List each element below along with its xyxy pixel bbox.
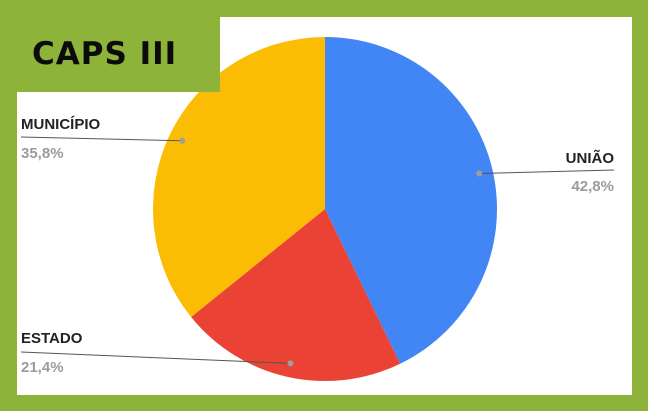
title-tab: CAPS III (17, 17, 220, 92)
pie-slice-municipio[interactable] (152, 36, 325, 317)
pie-slices (152, 36, 497, 382)
slice-value-estado: 21,4% (21, 359, 64, 376)
leader-line-uniao (479, 169, 615, 175)
slice-label-municipio: MUNICÍPIO (21, 116, 101, 133)
chart-card: UNIÃO 42,8% ESTADO 21,4% MUNICÍPIO 35,8% CAPS… (17, 17, 632, 395)
pie-chart: UNIÃO 42,8% ESTADO 21,4% MUNICÍPIO 35,8% (20, 36, 615, 382)
slice-label-estado: ESTADO (21, 330, 83, 347)
slice-value-uniao: 42,8% (571, 178, 614, 195)
leader-dot-municipio (179, 137, 186, 144)
slice-label-uniao: UNIÃO (566, 149, 615, 167)
pie-slice-estado[interactable] (191, 209, 401, 382)
pie-slice-uniao[interactable] (325, 37, 497, 364)
chart-title: CAPS III (32, 36, 178, 72)
leader-line-estado (20, 351, 291, 364)
leader-lines (20, 136, 615, 367)
leader-line-municipio (20, 136, 183, 142)
slice-value-municipio: 35,8% (21, 145, 64, 162)
slice-labels: UNIÃO 42,8% ESTADO 21,4% MUNICÍPIO 35,8% (21, 116, 614, 376)
leader-dot-estado (287, 360, 294, 367)
leader-dot-uniao (476, 170, 483, 177)
